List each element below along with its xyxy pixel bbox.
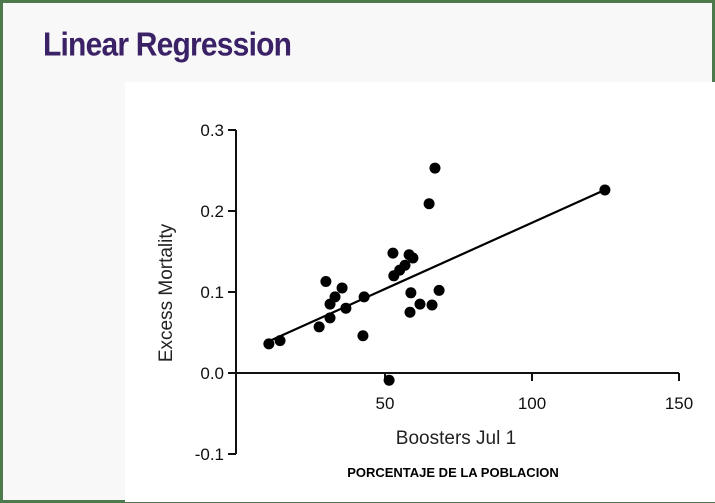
x-tick-label: 50 xyxy=(376,394,395,413)
plot-panel xyxy=(125,82,715,502)
data-point xyxy=(358,291,370,303)
data-point xyxy=(336,282,348,294)
footer-label: PORCENTAJE DE LA POBLACION xyxy=(347,465,559,480)
data-point xyxy=(407,252,419,264)
data-point xyxy=(387,247,399,259)
data-point xyxy=(433,284,445,296)
data-point xyxy=(357,330,369,342)
data-point xyxy=(263,338,275,350)
data-point xyxy=(405,287,417,299)
y-tick-label: 0.0 xyxy=(200,364,224,383)
data-point xyxy=(429,162,441,174)
data-point xyxy=(404,306,416,318)
data-point xyxy=(329,291,341,303)
data-point xyxy=(423,198,435,210)
data-point xyxy=(313,321,325,333)
data-point xyxy=(426,299,438,311)
regression-line xyxy=(264,188,606,344)
data-point xyxy=(599,184,611,196)
data-point xyxy=(340,302,352,314)
x-tick-label: 100 xyxy=(518,394,546,413)
y-axis-title: Excess Mortality xyxy=(156,223,177,362)
x-axis-title: Boosters Jul 1 xyxy=(396,428,516,449)
y-tick-label: 0.1 xyxy=(200,283,224,302)
data-point xyxy=(324,312,336,324)
y-tick-label: 0.2 xyxy=(200,202,224,221)
data-point xyxy=(320,275,332,287)
x-tick-label: 150 xyxy=(665,394,693,413)
y-tick-label: -0.1 xyxy=(195,445,224,464)
y-tick-label: 0.3 xyxy=(200,121,224,140)
data-point xyxy=(414,298,426,310)
data-point xyxy=(274,335,286,347)
data-point xyxy=(399,259,411,271)
chart-title: Linear Regression xyxy=(43,27,292,64)
data-point xyxy=(383,374,395,386)
